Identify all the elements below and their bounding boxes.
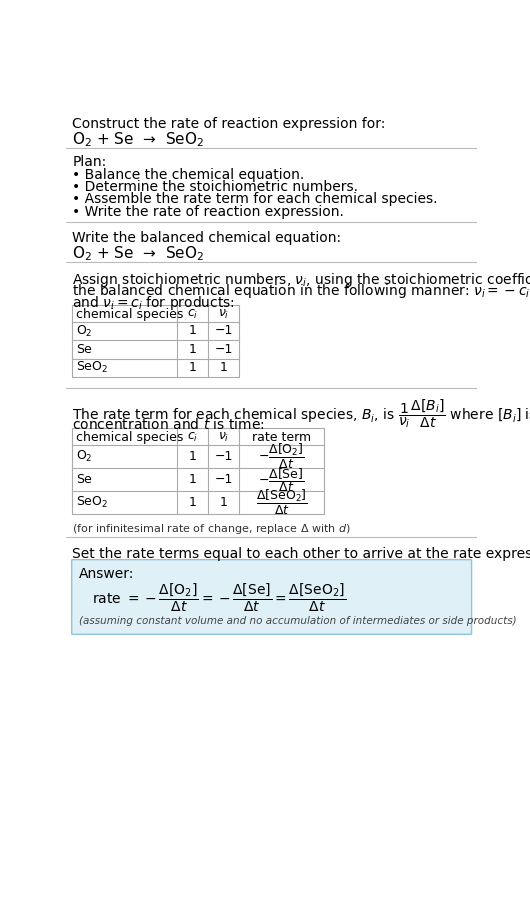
- Text: $\nu_i$: $\nu_i$: [218, 431, 229, 444]
- Text: $-\dfrac{\Delta[\mathrm{O_2}]}{\Delta t}$: $-\dfrac{\Delta[\mathrm{O_2}]}{\Delta t}…: [258, 442, 305, 471]
- Text: Answer:: Answer:: [78, 567, 134, 581]
- Text: $\mathregular{O_2}$ + Se  →  $\mathregular{SeO_2}$: $\mathregular{O_2}$ + Se → $\mathregular…: [73, 245, 205, 263]
- Text: $\nu_i$: $\nu_i$: [218, 308, 229, 321]
- Text: $\mathregular{O_2}$ + Se  →  $\mathregular{SeO_2}$: $\mathregular{O_2}$ + Se → $\mathregular…: [73, 131, 205, 149]
- Text: 1: 1: [219, 496, 227, 510]
- Text: • Assemble the rate term for each chemical species.: • Assemble the rate term for each chemic…: [73, 192, 438, 207]
- Text: • Write the rate of reaction expression.: • Write the rate of reaction expression.: [73, 205, 344, 218]
- Text: Write the balanced chemical equation:: Write the balanced chemical equation:: [73, 231, 341, 245]
- Text: the balanced chemical equation in the following manner: $\nu_i = -c_i$ for react: the balanced chemical equation in the fo…: [73, 282, 530, 300]
- Text: $\mathregular{O_2}$: $\mathregular{O_2}$: [76, 449, 93, 464]
- Text: 1: 1: [189, 496, 197, 510]
- Text: 1: 1: [189, 343, 197, 356]
- Text: • Balance the chemical equation.: • Balance the chemical equation.: [73, 167, 305, 182]
- Text: $c_i$: $c_i$: [187, 308, 198, 321]
- Text: $\mathregular{SeO_2}$: $\mathregular{SeO_2}$: [76, 360, 109, 376]
- Text: Set the rate terms equal to each other to arrive at the rate expression:: Set the rate terms equal to each other t…: [73, 547, 530, 561]
- Text: Se: Se: [76, 343, 92, 356]
- Text: $-\dfrac{\Delta[\mathrm{Se}]}{\Delta t}$: $-\dfrac{\Delta[\mathrm{Se}]}{\Delta t}$: [259, 466, 305, 493]
- Text: 1: 1: [189, 473, 197, 486]
- Text: $\mathregular{O_2}$: $\mathregular{O_2}$: [76, 323, 93, 339]
- Text: chemical species: chemical species: [76, 308, 184, 321]
- Text: chemical species: chemical species: [76, 431, 184, 444]
- Bar: [73, 428, 324, 514]
- Text: $c_i$: $c_i$: [187, 431, 198, 444]
- Text: −1: −1: [215, 473, 233, 486]
- Text: $\mathregular{SeO_2}$: $\mathregular{SeO_2}$: [76, 495, 109, 511]
- Text: Assign stoichiometric numbers, $\nu_i$, using the stoichiometric coefficients, $: Assign stoichiometric numbers, $\nu_i$, …: [73, 271, 530, 288]
- Text: 1: 1: [189, 361, 197, 374]
- Text: −1: −1: [215, 450, 233, 463]
- Text: (for infinitesimal rate of change, replace $\Delta$ with $d$): (for infinitesimal rate of change, repla…: [73, 522, 351, 536]
- Text: concentration and $t$ is time:: concentration and $t$ is time:: [73, 417, 265, 432]
- Text: and $\nu_i = c_i$ for products:: and $\nu_i = c_i$ for products:: [73, 294, 235, 312]
- Text: 1: 1: [219, 361, 227, 374]
- Text: Construct the rate of reaction expression for:: Construct the rate of reaction expressio…: [73, 116, 386, 131]
- Text: −1: −1: [215, 343, 233, 356]
- Text: (assuming constant volume and no accumulation of intermediates or side products): (assuming constant volume and no accumul…: [78, 616, 516, 626]
- Text: −1: −1: [215, 325, 233, 338]
- Text: Plan:: Plan:: [73, 156, 107, 169]
- Text: • Determine the stoichiometric numbers.: • Determine the stoichiometric numbers.: [73, 180, 358, 194]
- Text: Se: Se: [76, 473, 92, 486]
- FancyBboxPatch shape: [72, 560, 472, 634]
- Bar: [73, 305, 239, 377]
- Text: rate term: rate term: [252, 431, 311, 444]
- Text: rate $= -\dfrac{\Delta[\mathrm{O_2}]}{\Delta t} = -\dfrac{\Delta[\mathrm{Se}]}{\: rate $= -\dfrac{\Delta[\mathrm{O_2}]}{\D…: [92, 582, 346, 614]
- Text: $\dfrac{\Delta[\mathrm{SeO_2}]}{\Delta t}$: $\dfrac{\Delta[\mathrm{SeO_2}]}{\Delta t…: [256, 488, 307, 517]
- Text: 1: 1: [189, 325, 197, 338]
- Text: 1: 1: [189, 450, 197, 463]
- Text: The rate term for each chemical species, $B_i$, is $\dfrac{1}{\nu_i}\dfrac{\Delt: The rate term for each chemical species,…: [73, 397, 530, 430]
